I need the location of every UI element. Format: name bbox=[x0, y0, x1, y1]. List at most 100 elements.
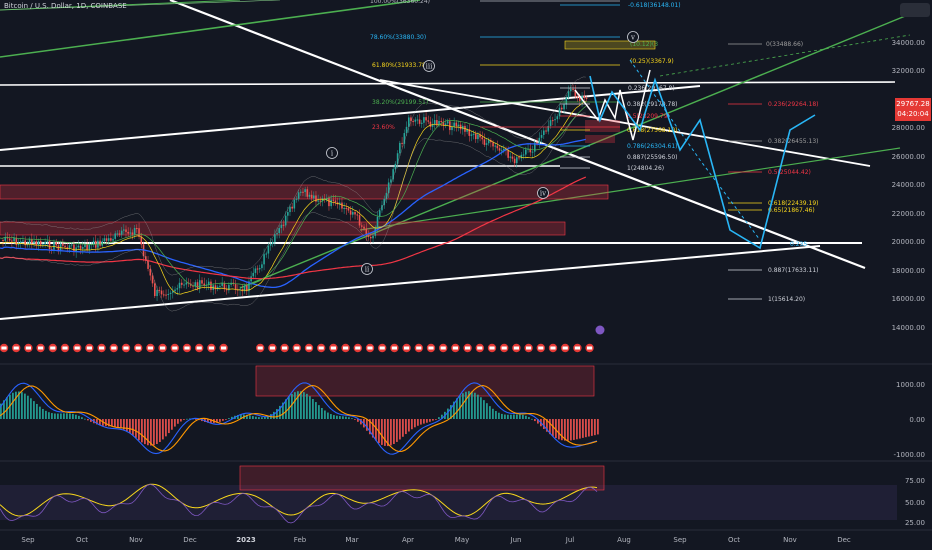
event-marker-flag bbox=[513, 346, 519, 350]
candle bbox=[387, 182, 390, 193]
candle bbox=[525, 149, 527, 155]
macd-bar bbox=[546, 419, 548, 432]
candle bbox=[372, 235, 374, 239]
extra-label: (0.25)(3367.9) bbox=[630, 58, 674, 65]
fib-levels-right: -0.618(36148.01) 0(33488.66) 0.236(29264.1… bbox=[560, 2, 819, 303]
macd-bar bbox=[57, 413, 59, 419]
event-marker-flag bbox=[574, 346, 580, 350]
candle bbox=[483, 139, 486, 145]
candle bbox=[459, 124, 462, 130]
candle bbox=[269, 243, 272, 246]
macd-bar bbox=[591, 419, 593, 436]
macd-tick-label: 1000.00 bbox=[896, 381, 925, 389]
macd-bar bbox=[585, 419, 587, 438]
toolbar-button[interactable] bbox=[900, 3, 930, 17]
event-marker-flag bbox=[13, 346, 19, 350]
x-tick-label: Oct bbox=[728, 536, 740, 544]
macd-bar bbox=[21, 392, 23, 419]
candle bbox=[554, 119, 556, 121]
fib-label: -0.618(36148.01) bbox=[628, 2, 681, 9]
macd-bar bbox=[84, 418, 86, 420]
macd-bar bbox=[483, 400, 485, 419]
macd-bar bbox=[432, 419, 434, 421]
candle bbox=[37, 240, 40, 246]
ema-blue-line bbox=[0, 138, 586, 289]
macd-bar bbox=[384, 419, 386, 446]
candle bbox=[178, 282, 181, 289]
candle bbox=[198, 280, 201, 289]
candle bbox=[304, 189, 306, 193]
candle bbox=[107, 238, 110, 241]
rsi-tick-label: 75.00 bbox=[905, 477, 925, 485]
candle bbox=[468, 129, 471, 136]
candle bbox=[392, 169, 394, 180]
candle bbox=[433, 120, 436, 125]
candle bbox=[256, 268, 259, 270]
candle bbox=[271, 241, 274, 244]
macd-bar bbox=[114, 419, 116, 427]
candle bbox=[385, 192, 388, 199]
candle bbox=[427, 120, 430, 122]
lightning-event-icon bbox=[595, 325, 605, 335]
event-marker-flag bbox=[172, 346, 178, 350]
event-marker-flag bbox=[367, 346, 373, 350]
candle bbox=[361, 225, 363, 227]
candle bbox=[543, 130, 545, 135]
candle bbox=[496, 145, 499, 149]
fib-label: 0.236(29167.8) bbox=[628, 85, 675, 92]
wave-label-ii: ii bbox=[361, 263, 373, 275]
event-marker-flag bbox=[135, 346, 141, 350]
candle bbox=[214, 285, 217, 290]
macd-bar bbox=[147, 419, 149, 446]
x-tick-label: Jun bbox=[510, 536, 522, 544]
macd-bar bbox=[135, 419, 137, 438]
candle bbox=[33, 241, 35, 244]
candle bbox=[39, 240, 42, 245]
y-tick-label: 20000.00 bbox=[892, 238, 925, 246]
event-marker-flag bbox=[147, 346, 153, 350]
candle bbox=[24, 240, 26, 246]
wave-label-i: i bbox=[326, 147, 338, 159]
macd-bar bbox=[435, 419, 437, 420]
macd-bar bbox=[564, 419, 566, 441]
candle bbox=[556, 116, 559, 120]
event-marker-flag bbox=[391, 346, 397, 350]
candle bbox=[252, 272, 255, 277]
candle bbox=[354, 212, 356, 215]
candle bbox=[160, 290, 163, 295]
candle bbox=[381, 205, 383, 211]
candle bbox=[522, 154, 525, 156]
candle bbox=[163, 294, 165, 296]
candle bbox=[563, 104, 565, 110]
candle bbox=[545, 130, 547, 132]
macd-bar bbox=[120, 419, 122, 429]
macd-bar bbox=[117, 419, 119, 428]
candle bbox=[105, 238, 108, 241]
candle bbox=[317, 200, 319, 202]
candle bbox=[26, 244, 29, 246]
macd-bar bbox=[189, 418, 191, 420]
macd-bar bbox=[441, 414, 443, 419]
fib-label: 0(33488.66) bbox=[766, 41, 803, 48]
macd-bar bbox=[336, 415, 338, 419]
ema-yellow-line bbox=[0, 100, 586, 295]
candle bbox=[399, 142, 401, 154]
candle bbox=[509, 156, 512, 158]
macd-bar bbox=[285, 399, 287, 419]
candle bbox=[50, 249, 53, 251]
x-tick-label: Dec bbox=[183, 536, 197, 544]
x-tick-label: Nov bbox=[783, 536, 797, 544]
candle bbox=[308, 194, 311, 197]
candle bbox=[228, 284, 230, 291]
y-tick-label: 28000.00 bbox=[892, 124, 925, 132]
macd-bar bbox=[48, 412, 50, 419]
candle bbox=[84, 244, 86, 248]
macd-bar bbox=[531, 418, 533, 420]
macd-bar bbox=[6, 397, 8, 419]
candle bbox=[356, 214, 359, 216]
candle bbox=[518, 157, 520, 159]
candle bbox=[492, 142, 494, 147]
event-marker-flag bbox=[294, 346, 300, 350]
candle bbox=[405, 126, 408, 134]
